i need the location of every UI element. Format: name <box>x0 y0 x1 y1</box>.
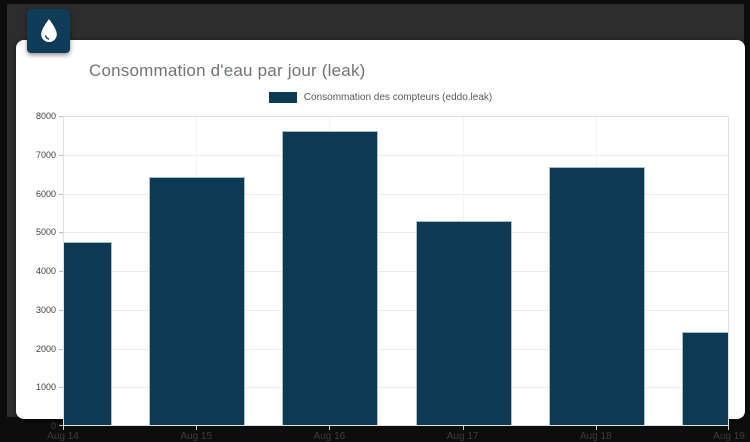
bar-aug-18[interactable] <box>548 166 645 425</box>
chart-card: Consommation d'eau par jour (leak) Conso… <box>16 40 745 442</box>
legend-label: Consommation des compteurs (eddo.leak) <box>303 92 493 103</box>
page-background: Consommation d'eau par jour (leak) Conso… <box>7 4 745 442</box>
y-axis-tick <box>59 154 63 156</box>
y-axis-tick <box>59 116 63 117</box>
y-axis-label: 6000 <box>35 188 56 199</box>
bar-aug-17[interactable] <box>415 220 512 425</box>
x-axis-label: Aug 17 <box>446 431 479 442</box>
h-gridline <box>64 271 728 272</box>
h-gridline <box>64 193 728 195</box>
y-axis-tick <box>59 387 63 389</box>
chart-legend: Consommation des compteurs (eddo.leak) <box>16 92 745 103</box>
x-axis-label: Aug 19 <box>713 431 745 442</box>
h-gridline <box>64 387 728 389</box>
x-axis-tick <box>462 426 464 430</box>
h-gridline <box>64 232 728 234</box>
x-axis-label: Aug 16 <box>313 431 346 442</box>
y-axis-label: 3000 <box>35 304 56 315</box>
x-axis-tick <box>63 426 64 430</box>
legend-swatch <box>268 92 297 103</box>
h-gridline <box>64 309 728 311</box>
x-axis-tick <box>595 426 597 430</box>
chart-title: Consommation d'eau par jour (leak) <box>89 61 366 80</box>
h-gridline <box>64 154 728 156</box>
y-axis-label: 7000 <box>35 149 56 160</box>
bar-aug-14[interactable] <box>64 241 112 425</box>
water-drop-icon <box>40 19 57 42</box>
y-axis-label: 5000 <box>35 227 56 238</box>
bar-aug-16[interactable] <box>282 130 379 425</box>
bar-aug-15[interactable] <box>149 176 246 425</box>
bar-aug-19[interactable] <box>682 332 728 425</box>
y-axis-label: 8000 <box>35 111 56 121</box>
y-axis-tick <box>59 193 63 195</box>
x-axis-tick <box>728 426 729 430</box>
y-axis-label: 2000 <box>35 343 56 354</box>
y-axis-tick <box>59 271 63 272</box>
x-axis-label: Aug 14 <box>47 431 79 442</box>
y-axis-label: 4000 <box>35 266 56 276</box>
x-axis-label: Aug 18 <box>579 431 612 442</box>
y-axis-tick <box>59 348 63 350</box>
y-axis-label: 1000 <box>35 382 56 393</box>
plot-area <box>63 116 729 426</box>
screenshot-frame: Consommation d'eau par jour (leak) Conso… <box>7 4 745 442</box>
y-axis-label: 0 <box>50 421 56 431</box>
widget-icon-box <box>27 9 70 53</box>
y-axis-tick <box>59 232 63 234</box>
y-axis-tick <box>59 309 63 311</box>
x-axis-tick <box>329 426 331 430</box>
h-gridline <box>64 348 728 350</box>
x-axis-tick <box>196 426 198 430</box>
x-axis-label: Aug 15 <box>180 431 213 442</box>
